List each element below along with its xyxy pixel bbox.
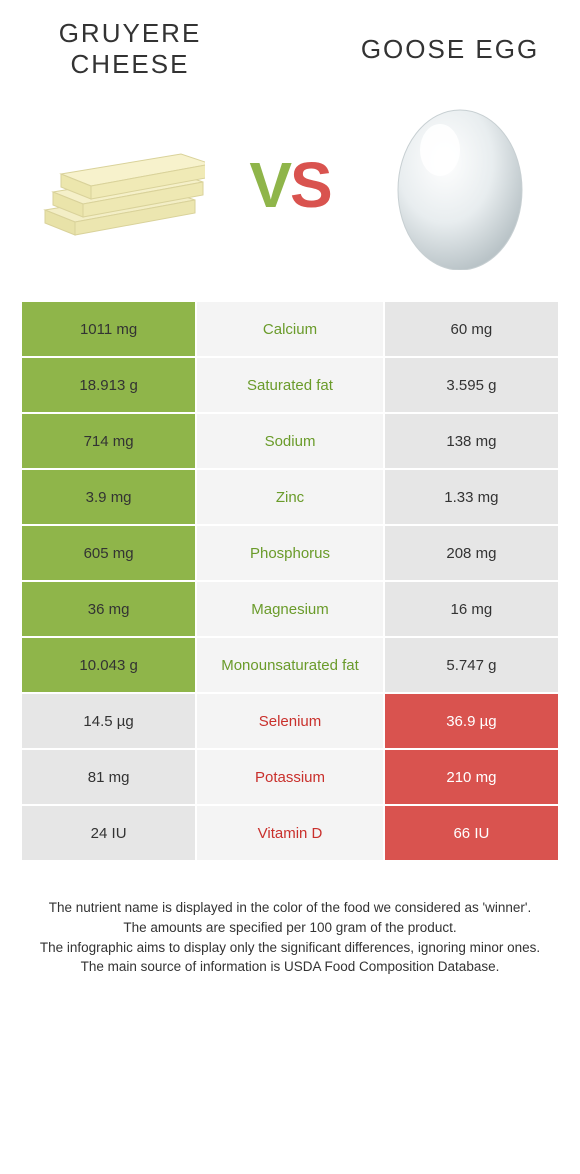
nutrient-name-cell: Vitamin D — [196, 805, 384, 861]
left-value-cell: 14.5 µg — [21, 693, 196, 749]
nutrient-name-cell: Calcium — [196, 301, 384, 357]
nutrient-name-cell: Zinc — [196, 469, 384, 525]
table-row: 36 mgMagnesium16 mg — [21, 581, 559, 637]
note-line: The infographic aims to display only the… — [30, 938, 550, 958]
right-value-cell: 208 mg — [384, 525, 559, 581]
vs-s: S — [290, 149, 331, 221]
right-value-cell: 66 IU — [384, 805, 559, 861]
nutrient-name-cell: Monounsaturated fat — [196, 637, 384, 693]
left-food-title: GRUYERE CHEESE — [30, 18, 230, 80]
right-value-cell: 60 mg — [384, 301, 559, 357]
images-row: VS — [0, 90, 580, 300]
right-value-cell: 16 mg — [384, 581, 559, 637]
nutrient-name-cell: Magnesium — [196, 581, 384, 637]
vs-v: V — [249, 149, 290, 221]
table-row: 81 mgPotassium210 mg — [21, 749, 559, 805]
table-row: 1011 mgCalcium60 mg — [21, 301, 559, 357]
left-value-cell: 714 mg — [21, 413, 196, 469]
table-row: 10.043 gMonounsaturated fat5.747 g — [21, 637, 559, 693]
left-value-cell: 81 mg — [21, 749, 196, 805]
right-value-cell: 1.33 mg — [384, 469, 559, 525]
table-row: 18.913 gSaturated fat3.595 g — [21, 357, 559, 413]
table-row: 24 IUVitamin D66 IU — [21, 805, 559, 861]
left-value-cell: 18.913 g — [21, 357, 196, 413]
nutrient-name-cell: Potassium — [196, 749, 384, 805]
right-food-title: GOOSE EGG — [350, 34, 550, 65]
vs-label: VS — [249, 148, 330, 222]
nutrient-name-cell: Sodium — [196, 413, 384, 469]
note-line: The main source of information is USDA F… — [30, 957, 550, 977]
footer-notes: The nutrient name is displayed in the co… — [30, 898, 550, 976]
nutrient-name-cell: Selenium — [196, 693, 384, 749]
right-value-cell: 3.595 g — [384, 357, 559, 413]
right-value-cell: 138 mg — [384, 413, 559, 469]
note-line: The nutrient name is displayed in the co… — [30, 898, 550, 918]
left-value-cell: 1011 mg — [21, 301, 196, 357]
note-line: The amounts are specified per 100 gram o… — [30, 918, 550, 938]
egg-icon — [385, 100, 535, 270]
right-value-cell: 36.9 µg — [384, 693, 559, 749]
left-value-cell: 3.9 mg — [21, 469, 196, 525]
right-food-image — [370, 100, 550, 270]
table-row: 714 mgSodium138 mg — [21, 413, 559, 469]
left-value-cell: 36 mg — [21, 581, 196, 637]
nutrient-name-cell: Saturated fat — [196, 357, 384, 413]
table-row: 605 mgPhosphorus208 mg — [21, 525, 559, 581]
right-value-cell: 5.747 g — [384, 637, 559, 693]
cheese-icon — [35, 120, 205, 250]
left-value-cell: 24 IU — [21, 805, 196, 861]
table-row: 14.5 µgSelenium36.9 µg — [21, 693, 559, 749]
left-value-cell: 605 mg — [21, 525, 196, 581]
nutrient-name-cell: Phosphorus — [196, 525, 384, 581]
left-food-image — [30, 100, 210, 270]
right-value-cell: 210 mg — [384, 749, 559, 805]
table-row: 3.9 mgZinc1.33 mg — [21, 469, 559, 525]
left-value-cell: 10.043 g — [21, 637, 196, 693]
comparison-table: 1011 mgCalcium60 mg18.913 gSaturated fat… — [20, 300, 560, 862]
header: GRUYERE CHEESE GOOSE EGG — [0, 0, 580, 90]
